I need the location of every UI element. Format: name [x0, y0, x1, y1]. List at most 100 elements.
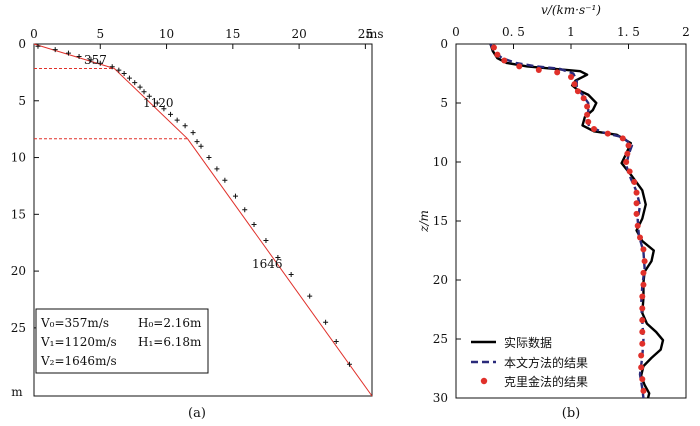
kriging-point: [633, 210, 640, 217]
fit-line-1646: [187, 138, 373, 397]
y-tick-label: 10: [433, 155, 448, 169]
y-tick-label: 0: [18, 37, 26, 51]
data-point: [121, 71, 127, 77]
x-tick-label: 1: [567, 25, 575, 39]
series-line-actual: [489, 43, 665, 399]
data-point: [288, 272, 294, 278]
kriging-point: [574, 88, 581, 95]
y-tick-label: 5: [440, 96, 448, 110]
x-tick-label: 0: [452, 25, 460, 39]
x-tick-label: 10: [159, 27, 174, 41]
panel-b-frame: [455, 43, 687, 399]
x-tick-label: 0: [30, 27, 38, 41]
kriging-point: [639, 317, 646, 324]
x-tick-label: 5: [96, 27, 104, 41]
panel-a-frame: [33, 43, 373, 397]
panel-a-boundary-lines: [34, 68, 188, 140]
data-point: [154, 100, 160, 106]
kriging-point: [631, 179, 638, 186]
legend-h0: H₀=2.16m: [138, 316, 202, 330]
kriging-point: [623, 159, 630, 165]
data-point: [263, 237, 269, 243]
fit-line-1120: [113, 68, 188, 140]
x-tick-label: 1. 5: [617, 25, 640, 39]
data-point: [126, 75, 132, 81]
kriging-point: [580, 95, 587, 102]
kriging-point: [584, 111, 591, 118]
x-tick-label: 15: [225, 27, 240, 41]
data-point: [137, 84, 143, 90]
x-tick-label: 25: [358, 27, 373, 41]
data-point: [198, 143, 204, 149]
legend-swatch-kriging: [480, 377, 488, 385]
legend-v2: V₂=1646m/s: [40, 354, 117, 368]
kriging-point: [516, 63, 523, 70]
kriging-point: [571, 81, 578, 88]
panel-a-y-unit: m: [11, 385, 23, 399]
kriging-point: [626, 168, 633, 175]
kriging-point: [619, 135, 626, 142]
panel-a-caption: (a): [188, 406, 206, 421]
legend-label-method: 本文方法的结果: [504, 355, 588, 370]
kriging-point: [639, 305, 646, 312]
data-point: [76, 53, 82, 59]
data-point: [251, 222, 257, 228]
kriging-point: [639, 376, 646, 383]
kriging-point: [585, 118, 592, 125]
data-point: [35, 43, 41, 49]
kriging-point: [640, 246, 647, 253]
y-tick-label: 25: [433, 332, 448, 346]
segment-label-1646: 1646: [252, 257, 283, 271]
y-tick-label: 20: [433, 273, 448, 287]
y-tick-label: 25: [11, 321, 26, 335]
panel-b-x-label: v/(km·s⁻¹): [541, 3, 601, 17]
kriging-point: [490, 44, 497, 51]
kriging-point: [640, 281, 647, 288]
data-point: [206, 155, 212, 161]
data-point: [141, 89, 147, 95]
segment-label-1120: 1120: [143, 96, 174, 110]
data-point: [275, 254, 281, 260]
kriging-point: [639, 328, 646, 335]
kriging-point: [494, 51, 501, 58]
kriging-point: [637, 234, 643, 241]
kriging-point: [633, 200, 640, 207]
y-tick-label: 30: [433, 391, 448, 405]
kriging-point: [634, 222, 641, 229]
panel-a-x-ticks: 0 5 10 15 20 25: [30, 27, 373, 49]
data-point: [242, 207, 248, 213]
y-tick-label: 0: [440, 37, 448, 51]
x-tick-label: 20: [291, 27, 306, 41]
legend-label-kriging: 克里金法的结果: [504, 374, 588, 389]
series-line-method: [489, 43, 646, 399]
kriging-point: [554, 69, 561, 76]
panel-b-legend: 实际数据 本文方法的结果 克里金法的结果: [471, 335, 588, 389]
panel-a-legend-box: [35, 308, 209, 374]
data-point: [346, 361, 352, 367]
kriging-point: [640, 269, 647, 276]
data-point: [323, 319, 329, 325]
kriging-point: [568, 74, 574, 81]
data-point: [194, 139, 200, 145]
kriging-point: [535, 66, 542, 73]
data-point: [52, 47, 58, 53]
panel-a-legend: V₀=357m/s H₀=2.16m V₁=1120m/s H₁=6.18m V…: [35, 308, 209, 374]
y-tick-label: 5: [18, 94, 26, 108]
kriging-point: [624, 150, 631, 157]
panel-b-y-label: z/m: [417, 210, 431, 233]
kriging-point: [584, 103, 591, 110]
panel-a-y-ticks: 0 5 10 15 20 25: [11, 37, 39, 335]
kriging-point: [604, 130, 611, 137]
data-point: [307, 293, 313, 299]
legend-label-actual: 实际数据: [504, 335, 552, 350]
panel-b-x-ticks: 0 0. 5 1 1. 5 2: [452, 25, 690, 49]
data-point: [97, 60, 103, 66]
kriging-point: [501, 57, 508, 64]
x-tick-label: 2: [682, 25, 690, 39]
kriging-point: [591, 125, 597, 132]
data-point: [190, 130, 196, 136]
y-tick-label: 10: [11, 151, 26, 165]
data-point: [182, 123, 188, 129]
data-point: [146, 93, 152, 99]
